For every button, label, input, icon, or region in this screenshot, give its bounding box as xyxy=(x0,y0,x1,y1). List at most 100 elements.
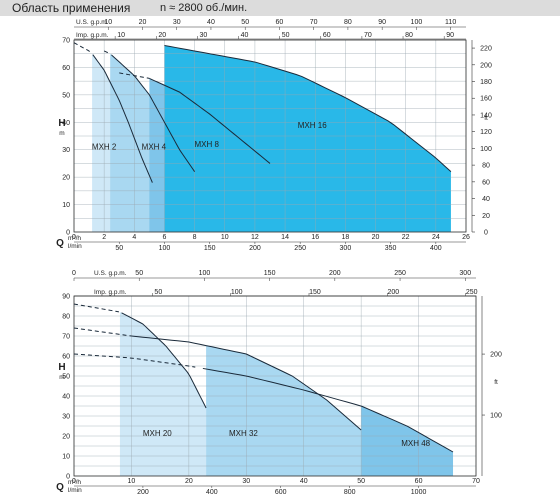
curve-dashed-mxh-32 xyxy=(73,327,132,337)
series-label: MXH 8 xyxy=(194,140,219,149)
x-tick-us-gpm: 20 xyxy=(139,19,147,26)
axis-unit-m3h: m³/h xyxy=(68,235,81,242)
y-tick-m: 0 xyxy=(66,230,70,237)
x-tick-m3h: 2 xyxy=(102,234,106,241)
x-tick-imp-gpm: 250 xyxy=(466,289,478,296)
x-tick-us-gpm: 0 xyxy=(72,270,76,277)
x-tick-imp-gpm: 90 xyxy=(446,32,454,39)
x-tick-us-gpm: 50 xyxy=(241,19,249,26)
series-label: MXH 16 xyxy=(298,121,327,130)
header-speed-condition: n ≈ 2800 об./мин. xyxy=(160,2,248,14)
x-tick-imp-gpm: 50 xyxy=(282,32,290,39)
x-tick-m3h: 10 xyxy=(128,478,136,485)
x-tick-m3h: 40 xyxy=(300,478,308,485)
y-tick-ft: 20 xyxy=(482,213,490,220)
axis-label-h: H xyxy=(58,362,65,373)
y-tick-ft: 100 xyxy=(490,413,502,420)
series-label: MXH 4 xyxy=(142,143,167,152)
chart-mxh-large: MXH 20 MXH 32 MXH 48 0 10 20 30 40 50 60 70 80 90 Hm 1… xyxy=(56,270,502,496)
curve-dashed-mxh-48 xyxy=(73,353,196,368)
y-tick-m: 30 xyxy=(62,147,70,154)
axis-label-q: Q xyxy=(56,238,64,249)
x-tick-m3h: 20 xyxy=(185,478,193,485)
series-label: MXH 2 xyxy=(92,143,117,152)
x-tick-us-gpm: 100 xyxy=(199,270,211,277)
x-tick-m3h: 50 xyxy=(357,478,365,485)
x-tick-m3h: 22 xyxy=(402,234,410,241)
plot-frame xyxy=(73,39,467,233)
x-tick-lmin: 600 xyxy=(275,489,287,496)
x-tick-us-gpm: 200 xyxy=(329,270,341,277)
curve-mxh-8 xyxy=(149,77,271,164)
x-tick-us-gpm: 80 xyxy=(344,19,352,26)
x-tick-us-gpm: 50 xyxy=(135,270,143,277)
x-tick-imp-gpm: 60 xyxy=(323,32,331,39)
curve-dashed-mxh-4 xyxy=(103,50,110,54)
axis-label-imp-gpm: Imp. g.p.m. xyxy=(76,32,109,39)
x-tick-imp-gpm: 100 xyxy=(231,289,243,296)
y-tick-m: 20 xyxy=(62,175,70,182)
x-tick-m3h: 20 xyxy=(372,234,380,241)
header-title: Область применения xyxy=(12,1,131,15)
x-tick-lmin: 100 xyxy=(159,245,171,252)
area-mxh-20 xyxy=(119,312,207,476)
x-tick-m3h: 8 xyxy=(193,234,197,241)
y-tick-m: 80 xyxy=(62,314,70,321)
x-tick-lmin: 1000 xyxy=(411,489,427,496)
header-bar: Область применения n ≈ 2800 об./мин. xyxy=(0,0,560,16)
y-tick-m: 50 xyxy=(62,374,70,381)
curve-dashed-mxh-20 xyxy=(73,303,119,313)
x-tick-m3h: 6 xyxy=(163,234,167,241)
y-tick-m: 60 xyxy=(62,65,70,72)
x-tick-lmin: 400 xyxy=(430,245,442,252)
x-tick-us-gpm: 10 xyxy=(104,19,112,26)
x-tick-m3h: 24 xyxy=(432,234,440,241)
x-tick-us-gpm: 150 xyxy=(264,270,276,277)
axis-unit-lmin: l/min xyxy=(68,243,82,250)
y-tick-m: 70 xyxy=(62,334,70,341)
y-tick-ft: 180 xyxy=(480,79,492,86)
x-tick-m3h: 60 xyxy=(415,478,423,485)
curve-mxh-48 xyxy=(202,367,454,453)
x-tick-m3h: 12 xyxy=(251,234,259,241)
y-tick-ft: 140 xyxy=(480,112,492,119)
x-tick-m3h: 16 xyxy=(311,234,319,241)
y-tick-m: 20 xyxy=(62,434,70,441)
axis-label-us-gpm: U.S. g.p.m. xyxy=(94,270,127,277)
x-tick-m3h: 0 xyxy=(72,234,76,241)
y-tick-ft: 80 xyxy=(482,163,490,170)
x-tick-m3h: 70 xyxy=(472,478,480,485)
y-tick-m: 70 xyxy=(62,38,70,45)
y-tick-ft: 60 xyxy=(482,179,490,186)
x-tick-us-gpm: 300 xyxy=(459,270,471,277)
series-label: MXH 32 xyxy=(229,429,258,438)
x-tick-lmin: 250 xyxy=(294,245,306,252)
y-tick-m: 40 xyxy=(62,394,70,401)
curve-mxh-20 xyxy=(121,312,207,409)
x-tick-m3h: 18 xyxy=(341,234,349,241)
y-tick-ft: 200 xyxy=(480,62,492,69)
x-tick-imp-gpm: 200 xyxy=(387,289,399,296)
y-tick-ft: 220 xyxy=(480,46,492,53)
axis-label-q: Q xyxy=(56,482,64,493)
y-tick-ft: 0 xyxy=(484,230,488,237)
x-tick-m3h: 0 xyxy=(72,478,76,485)
x-tick-us-gpm: 100 xyxy=(411,19,423,26)
curve-dashed-mxh-8 xyxy=(119,72,150,79)
axis-unit-ft: ft xyxy=(484,115,488,122)
y-tick-m: 60 xyxy=(62,354,70,361)
area-mxh-32 xyxy=(206,345,362,476)
curve-mxh-16 xyxy=(164,44,452,173)
x-tick-m3h: 14 xyxy=(281,234,289,241)
y-tick-m: 10 xyxy=(62,454,70,461)
x-tick-imp-gpm: 80 xyxy=(405,32,413,39)
y-tick-ft: 40 xyxy=(482,196,490,203)
x-tick-lmin: 400 xyxy=(206,489,218,496)
axis-unit-m: m xyxy=(59,130,64,137)
axis-label-us-gpm: U.S. g.p.m. xyxy=(76,19,109,26)
axis-unit-m: m xyxy=(59,374,64,381)
y-tick-ft: 160 xyxy=(480,96,492,103)
x-tick-lmin: 300 xyxy=(340,245,352,252)
x-tick-us-gpm: 250 xyxy=(394,270,406,277)
y-tick-ft: 120 xyxy=(480,129,492,136)
